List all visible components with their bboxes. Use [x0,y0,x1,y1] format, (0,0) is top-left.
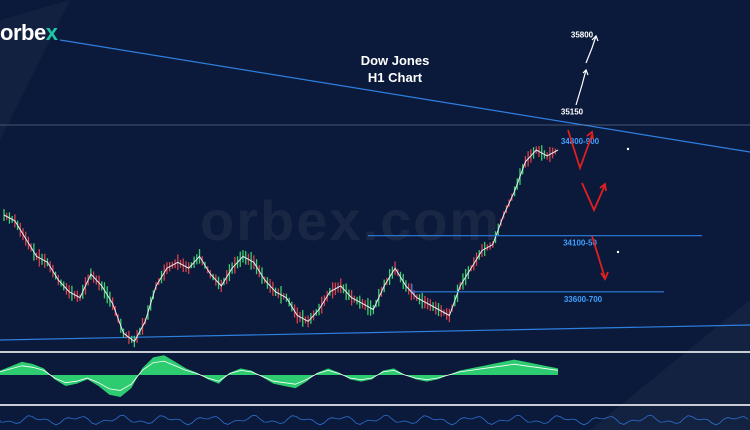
bear-arrowhead [600,271,609,281]
logo-text: orbe [0,20,46,45]
resistance-trendline [59,39,750,153]
bull-arrowhead [582,68,589,76]
bear-arrow-v [581,182,606,213]
oscillator-area [0,355,558,397]
marker-dot [616,250,620,254]
chart-title: Dow Jones [360,53,430,68]
oscillator-signal-line [0,360,559,391]
target-label: 35150 [561,108,584,117]
level-label: 34100-50 [563,239,597,248]
bull-arrow [575,69,587,106]
marker-dot [626,147,630,151]
price-line [3,149,559,343]
watermark: orbex.com [200,189,502,252]
volume-line [0,415,749,426]
chart-title-block: Dow Jones H1 Chart [340,52,450,86]
bull-arrowhead [591,34,599,42]
bear-arrow-v [567,129,593,171]
support-trendline [0,324,750,341]
brand-logo: orbex [0,20,58,46]
logo-accent: x [45,20,58,45]
level-label: 34800-900 [561,137,600,146]
target-label: 35800 [571,31,594,40]
bear-arrow-down [591,235,606,279]
chart-subtitle: H1 Chart [367,70,423,85]
bg-shape-right [590,300,750,430]
bear-arrowhead [599,182,607,192]
level-label: 33600-700 [564,295,603,304]
bear-arrowhead [586,130,594,140]
bull-arrow [585,35,597,64]
